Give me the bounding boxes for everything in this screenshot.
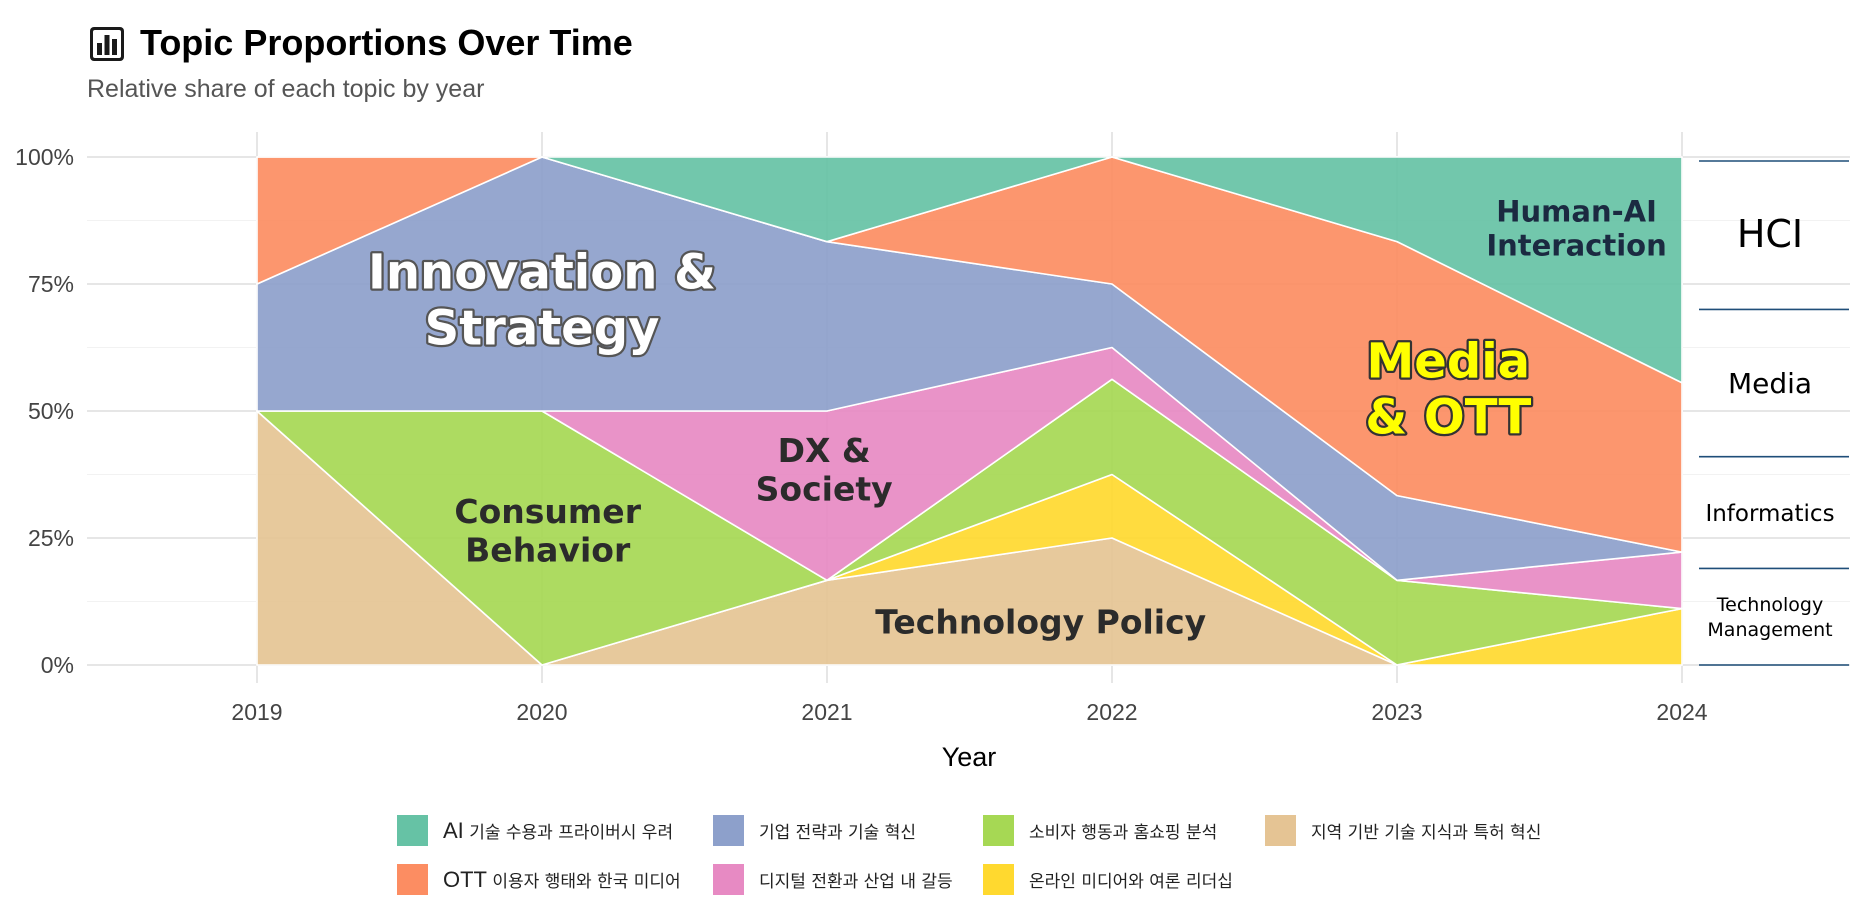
legend-swatch xyxy=(397,864,428,895)
legend-swatch xyxy=(1265,815,1296,846)
y-tick-label: 75% xyxy=(28,271,74,297)
area-annotation-1: Behavior xyxy=(465,531,631,570)
legend-label: 디지털 전환과 산업 내 갈등 xyxy=(759,872,953,892)
area-annotation-3: Technology Policy xyxy=(875,603,1206,642)
x-axis-title: Year xyxy=(942,742,997,772)
chart-header: Topic Proportions Over Time Relative sha… xyxy=(87,22,633,103)
legend-item-0: AI 기술 수용과 프라이버시 우려 xyxy=(397,815,673,846)
area-series-6 xyxy=(256,156,1683,384)
area-annotation-0: Strategy xyxy=(425,301,660,357)
x-tick-label: 2021 xyxy=(801,699,852,725)
x-tick-label: 2022 xyxy=(1086,699,1137,725)
legend-label: AI 기술 수용과 프라이버시 우려 xyxy=(443,818,673,843)
legend-swatch xyxy=(983,815,1014,846)
legend-item-4: OTT 이용자 행태와 한국 미디어 xyxy=(397,864,681,895)
side-group-label-3: Technology Management xyxy=(1707,594,1832,641)
y-tick-label: 50% xyxy=(28,398,74,424)
area-annotation-5: Interaction xyxy=(1486,229,1666,263)
stacked-areas xyxy=(256,156,1683,666)
area-annotation-2: DX & xyxy=(778,431,871,470)
legend-swatch xyxy=(983,864,1014,895)
area-annotation-1: Consumer xyxy=(454,492,641,531)
legend-label: 온라인 미디어와 여론 리더십 xyxy=(1029,872,1233,892)
side-group-label-2: Informatics xyxy=(1705,501,1834,527)
area-annotation-4: Media xyxy=(1367,333,1531,389)
legend-label: OTT 이용자 행태와 한국 미디어 xyxy=(443,867,681,892)
legend-swatch xyxy=(713,815,744,846)
area-annotation-4: & OTT xyxy=(1365,390,1531,446)
x-tick-label: 2020 xyxy=(516,699,567,725)
side-group-label-0: HCI xyxy=(1737,212,1803,256)
legend-item-2: 소비자 행동과 홈쇼핑 분석 xyxy=(983,815,1217,846)
legend-item-6: 온라인 미디어와 여론 리더십 xyxy=(983,864,1233,895)
legend-label: 지역 기반 기술 지식과 특허 혁신 xyxy=(1311,823,1541,843)
legend-item-5: 디지털 전환과 산업 내 갈등 xyxy=(713,864,953,895)
legend: AI 기술 수용과 프라이버시 우려 기업 전략과 기술 혁신 소비자 행동과 홈쇼… xyxy=(397,815,1541,895)
area-annotation-2: Society xyxy=(756,470,893,509)
chart-title: Topic Proportions Over Time xyxy=(140,22,633,63)
legend-item-3: 지역 기반 기술 지식과 특허 혁신 xyxy=(1265,815,1541,846)
side-group-label-1: Media xyxy=(1728,367,1812,400)
x-tick-label: 2019 xyxy=(231,699,282,725)
y-tick-label: 100% xyxy=(15,144,74,170)
side-group-panel: HCI Media Informatics Technology Management xyxy=(1699,160,1849,666)
legend-swatch xyxy=(397,815,428,846)
legend-item-1: 기업 전략과 기술 혁신 xyxy=(713,815,916,846)
x-tick-label: 2023 xyxy=(1371,699,1422,725)
y-axis-ticks: 0% 25% 50% 75% 100% xyxy=(15,144,74,678)
y-tick-label: 25% xyxy=(28,525,74,551)
x-axis-ticks: 2019 2020 2021 2022 2023 2024 xyxy=(231,699,1707,725)
bar-chart-icon xyxy=(90,27,124,61)
y-tick-label: 0% xyxy=(41,652,74,678)
legend-swatch xyxy=(713,864,744,895)
legend-label: 소비자 행동과 홈쇼핑 분석 xyxy=(1029,823,1217,843)
x-tick-label: 2024 xyxy=(1656,699,1707,725)
legend-label: 기업 전략과 기술 혁신 xyxy=(759,823,916,843)
area-annotation-0: Innovation & xyxy=(368,244,716,300)
area-annotation-5: Human-AI xyxy=(1496,195,1657,229)
chart-subtitle: Relative share of each topic by year xyxy=(87,75,484,103)
